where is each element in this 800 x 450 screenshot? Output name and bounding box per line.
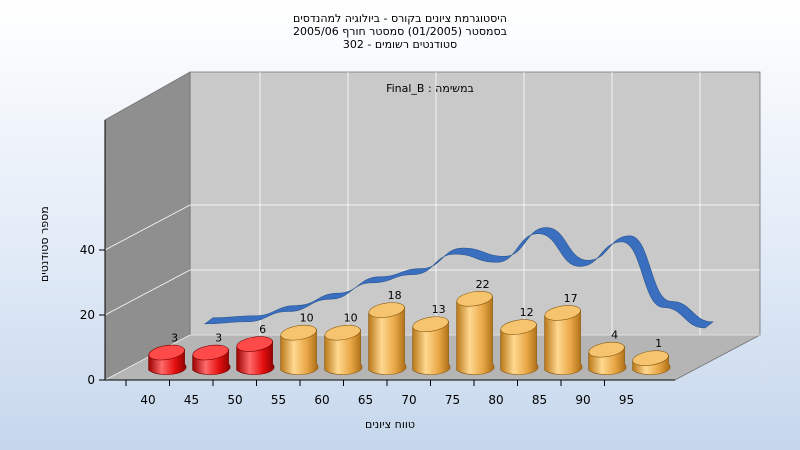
bar-value-label: 3 xyxy=(215,332,222,345)
gridline xyxy=(104,204,760,251)
x-tick-label: 75 xyxy=(445,393,460,407)
bar-60-65: 10 xyxy=(324,312,363,375)
x-axis-label: טווח ציונים xyxy=(365,418,415,431)
distribution-curve xyxy=(204,227,714,329)
bar-cap xyxy=(192,344,229,361)
y-tick-label: 0 xyxy=(87,373,95,387)
bar-value-label: 22 xyxy=(476,278,490,291)
bar-body xyxy=(456,295,495,375)
bar-value-label: 6 xyxy=(259,323,266,336)
x-tick-label: 80 xyxy=(488,393,503,407)
gridline xyxy=(104,269,760,316)
bar-body xyxy=(368,306,407,375)
x-tick-label: 55 xyxy=(271,393,286,407)
x-tick-label: 50 xyxy=(227,393,242,407)
x-tick-label: 70 xyxy=(401,393,416,407)
bar-75-80: 22 xyxy=(456,278,495,375)
bar-cap xyxy=(544,305,581,321)
y-tick-label: 40 xyxy=(80,243,95,257)
chart-title-line-1: היסטוגרמת ציונים בקורס - ביולוגיה למהנדס… xyxy=(293,12,507,25)
x-tick-label: 95 xyxy=(619,393,634,407)
bar-value-label: 10 xyxy=(344,312,358,325)
bar-95-100: 1 xyxy=(632,337,671,375)
bar-value-label: 1 xyxy=(655,337,662,350)
bar-cap xyxy=(456,291,493,307)
bar-value-label: 4 xyxy=(611,329,618,342)
bar-50-55: 6 xyxy=(236,323,275,375)
bar-value-label: 13 xyxy=(432,303,446,316)
bar-value-label: 3 xyxy=(171,332,178,345)
bar-cap xyxy=(632,350,669,366)
bar-cap xyxy=(280,324,317,341)
bar-value-label: 10 xyxy=(300,312,314,325)
bar-body xyxy=(412,320,451,375)
x-tick-label: 40 xyxy=(140,393,155,407)
bar-cap xyxy=(324,324,361,341)
bar-80-85: 12 xyxy=(500,306,539,375)
inner-label: במשימה : Final_B xyxy=(386,82,474,95)
bar-cap xyxy=(236,336,273,352)
bar-70-75: 13 xyxy=(412,303,451,375)
bar-65-70: 18 xyxy=(368,289,407,375)
bar-85-90: 17 xyxy=(544,292,583,375)
bar-body xyxy=(500,323,539,375)
bar-body xyxy=(544,309,583,375)
bar-value-label: 17 xyxy=(564,292,578,305)
bar-cap xyxy=(500,319,537,335)
x-tick-label: 45 xyxy=(184,393,199,407)
bar-cap xyxy=(588,341,625,358)
bar-cap xyxy=(148,344,185,361)
x-tick-label: 60 xyxy=(314,393,329,407)
x-tick-label: 85 xyxy=(532,393,547,407)
x-tick-label: 65 xyxy=(358,393,373,407)
chart-title-line-3: 302 - סטודנטים רשומים xyxy=(342,38,458,51)
bar-body xyxy=(324,329,363,375)
bar-body xyxy=(280,329,319,375)
bar-cap xyxy=(368,302,405,318)
bar-90-95: 4 xyxy=(588,329,627,375)
chart-title-line-2: בסמסטר (01/2005) סמסטר חורף 2005/06 xyxy=(293,25,507,38)
x-tick-label: 90 xyxy=(575,393,590,407)
y-tick-label: 20 xyxy=(80,308,95,322)
bar-45-50: 3 xyxy=(192,332,231,375)
bar-55-60: 10 xyxy=(280,312,319,375)
bar-value-label: 12 xyxy=(520,306,534,319)
bar-value-label: 18 xyxy=(388,289,402,302)
bar-cap xyxy=(412,316,449,333)
bar-40-45: 3 xyxy=(148,332,187,375)
